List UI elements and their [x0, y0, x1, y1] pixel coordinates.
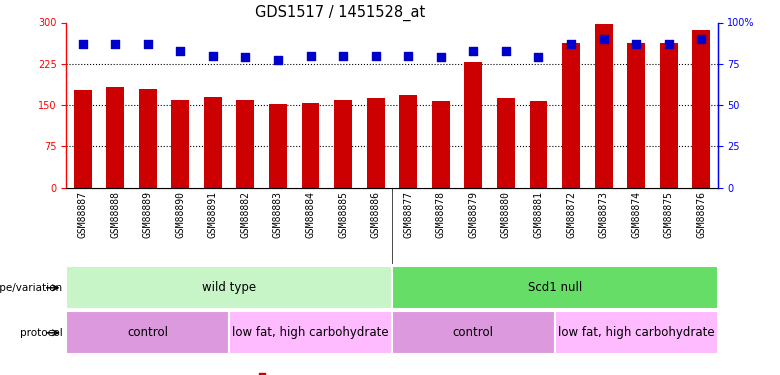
Point	[141, 41, 154, 47]
Bar	[229, 311, 392, 354]
Text: GSM88889: GSM88889	[143, 191, 153, 238]
Bar	[627, 44, 645, 188]
Bar	[66, 266, 392, 309]
Text: GSM88890: GSM88890	[176, 191, 186, 238]
Text: GSM88878: GSM88878	[436, 191, 446, 238]
Bar	[334, 100, 352, 188]
Bar	[236, 99, 254, 188]
Bar	[106, 87, 124, 188]
Bar	[172, 99, 190, 188]
Bar	[399, 95, 417, 188]
Point	[630, 41, 643, 47]
Text: GSM88876: GSM88876	[697, 191, 707, 238]
Point	[207, 53, 219, 58]
Text: control: control	[127, 326, 168, 339]
Point	[174, 48, 186, 54]
Point	[76, 41, 89, 47]
Text: GSM88881: GSM88881	[534, 191, 544, 238]
Bar	[594, 24, 612, 188]
Bar	[73, 90, 91, 188]
Text: GSM88873: GSM88873	[598, 191, 608, 238]
Text: GSM88872: GSM88872	[566, 191, 576, 238]
Bar	[367, 98, 385, 188]
Point	[109, 41, 122, 47]
Point	[434, 54, 447, 60]
Text: Scd1 null: Scd1 null	[527, 281, 582, 294]
Point	[597, 36, 610, 42]
Text: GSM88886: GSM88886	[370, 191, 381, 238]
Point	[565, 41, 577, 47]
Point	[402, 53, 414, 58]
Point	[370, 53, 382, 58]
Bar	[204, 97, 222, 188]
Text: GSM88885: GSM88885	[338, 191, 348, 238]
Title: GDS1517 / 1451528_at: GDS1517 / 1451528_at	[255, 5, 425, 21]
Point	[271, 57, 284, 63]
Point	[337, 53, 349, 58]
Bar	[432, 101, 450, 188]
Text: GSM88882: GSM88882	[240, 191, 250, 238]
Text: GSM88874: GSM88874	[631, 191, 641, 238]
Text: low fat, high carbohydrate: low fat, high carbohydrate	[232, 326, 389, 339]
Text: genotype/variation: genotype/variation	[0, 283, 62, 293]
Bar	[302, 104, 320, 188]
Text: GSM88887: GSM88887	[77, 191, 87, 238]
Text: GSM88884: GSM88884	[306, 191, 316, 238]
Bar	[464, 62, 482, 188]
Point	[304, 53, 317, 58]
Point	[239, 54, 252, 60]
Point	[662, 41, 675, 47]
Bar	[562, 44, 580, 188]
Text: GSM88875: GSM88875	[664, 191, 674, 238]
Text: protocol: protocol	[20, 328, 62, 338]
Bar	[269, 105, 287, 188]
Point	[695, 36, 707, 42]
Text: low fat, high carbohydrate: low fat, high carbohydrate	[558, 326, 714, 339]
Bar	[139, 89, 157, 188]
Bar	[693, 30, 711, 188]
Bar	[392, 311, 555, 354]
Bar	[555, 311, 718, 354]
Bar	[497, 98, 515, 188]
Text: wild type: wild type	[202, 281, 256, 294]
Point	[256, 374, 268, 375]
Text: GSM88888: GSM88888	[110, 191, 120, 238]
Point	[532, 54, 544, 60]
Bar	[660, 44, 678, 188]
Bar	[530, 100, 548, 188]
Text: GSM88877: GSM88877	[403, 191, 413, 238]
Text: GSM88879: GSM88879	[468, 191, 478, 238]
Text: control: control	[453, 326, 494, 339]
Bar	[392, 266, 718, 309]
Text: GSM88883: GSM88883	[273, 191, 283, 238]
Point	[467, 48, 480, 54]
Bar	[66, 311, 229, 354]
Text: GSM88880: GSM88880	[501, 191, 511, 238]
Text: GSM88891: GSM88891	[207, 191, 218, 238]
Point	[500, 48, 512, 54]
